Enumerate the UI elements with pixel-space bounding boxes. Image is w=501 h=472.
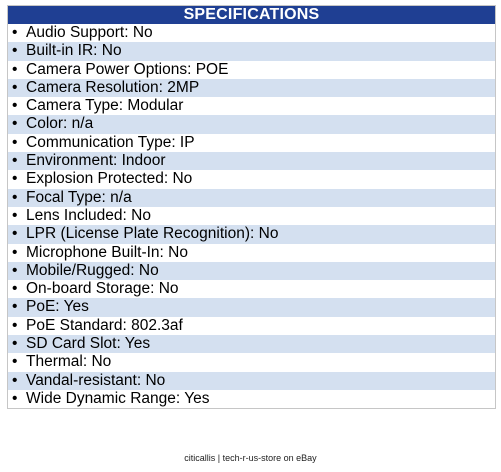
- spec-text: Environment: Indoor: [26, 152, 166, 170]
- spec-text: Wide Dynamic Range: Yes: [26, 389, 210, 407]
- bullet-icon: •: [12, 280, 18, 298]
- spec-row: • LPR (License Plate Recognition): No: [8, 225, 495, 244]
- bullet-icon: •: [12, 389, 18, 407]
- spec-row: • Lens Included: No: [8, 206, 495, 226]
- spec-row: • Camera Power Options: POE: [8, 60, 495, 79]
- spec-text: Lens Included: No: [26, 206, 151, 224]
- spec-text: Camera Resolution: 2MP: [26, 78, 200, 96]
- spec-row: • Camera Resolution: 2MP: [8, 78, 495, 98]
- spec-row: • Communication Type: IP: [8, 133, 495, 153]
- bullet-icon: •: [12, 133, 18, 151]
- spec-row: • Focal Type: n/a: [8, 188, 495, 207]
- spec-text: Microphone Built-In: No: [26, 243, 188, 261]
- bullet-icon: •: [12, 353, 18, 371]
- bullet-icon: •: [12, 243, 18, 261]
- spec-text: Communication Type: IP: [26, 133, 195, 151]
- bullet-icon: •: [12, 152, 18, 170]
- bullet-icon: •: [12, 371, 18, 389]
- spec-text: Thermal: No: [26, 353, 112, 371]
- spec-text: LPR (License Plate Recognition): No: [26, 225, 279, 243]
- spec-row: • Color: n/a: [8, 115, 495, 134]
- bullet-icon: •: [12, 170, 18, 188]
- spec-row: • Vandal-resistant: No: [8, 371, 495, 390]
- spec-text: Focal Type: n/a: [26, 188, 132, 206]
- spec-row: • PoE Standard: 802.3af: [8, 316, 495, 336]
- spec-text: PoE: Yes: [26, 298, 89, 316]
- specifications-header: SPECIFICATIONS: [8, 6, 495, 24]
- bullet-icon: •: [12, 206, 18, 224]
- spec-list: • Audio Support: No • Built-in IR: No • Camer…: [8, 24, 495, 409]
- spec-text: Built-in IR: No: [26, 42, 122, 60]
- bullet-icon: •: [12, 335, 18, 353]
- bullet-icon: •: [12, 78, 18, 96]
- spec-row: • Thermal: No: [8, 353, 495, 372]
- specifications-table: SPECIFICATIONS • Audio Support: No • Built-…: [7, 5, 496, 410]
- spec-text: PoE Standard: 802.3af: [26, 316, 183, 334]
- spec-row: • On-board Storage: No: [8, 280, 495, 299]
- bullet-icon: •: [12, 188, 18, 206]
- bullet-icon: •: [12, 97, 18, 115]
- bullet-icon: •: [12, 225, 18, 243]
- spec-row: • Mobile/Rugged: No: [8, 261, 495, 281]
- bullet-icon: •: [12, 115, 18, 133]
- spec-row: • SD Card Slot: Yes: [8, 335, 495, 354]
- bullet-icon: •: [12, 298, 18, 316]
- spec-row: • Microphone Built-In: No: [8, 243, 495, 262]
- spec-row: • Environment: Indoor: [8, 152, 495, 171]
- spec-row: • PoE: Yes: [8, 298, 495, 317]
- spec-row: • Camera Type: Modular: [8, 97, 495, 116]
- spec-row: • Explosion Protected: No: [8, 170, 495, 189]
- spec-text: Audio Support: No: [26, 24, 153, 41]
- spec-text: On-board Storage: No: [26, 280, 179, 298]
- bullet-icon: •: [12, 42, 18, 60]
- spec-text: Camera Power Options: POE: [26, 60, 229, 78]
- spec-text: Camera Type: Modular: [26, 97, 184, 115]
- spec-text: Color: n/a: [26, 115, 94, 133]
- bullet-icon: •: [12, 316, 18, 334]
- spec-text: Vandal-resistant: No: [26, 371, 166, 389]
- spec-text: SD Card Slot: Yes: [26, 335, 151, 353]
- spec-text: Mobile/Rugged: No: [26, 261, 159, 279]
- spec-text: Explosion Protected: No: [26, 170, 193, 188]
- footer-credit: citicallis | tech-r-us-store on eBay: [184, 453, 317, 463]
- bullet-icon: •: [12, 60, 18, 78]
- spec-row: • Audio Support: No: [8, 24, 495, 43]
- bullet-icon: •: [12, 261, 18, 279]
- spec-row: • Built-in IR: No: [8, 42, 495, 61]
- spec-row: • Wide Dynamic Range: Yes: [8, 389, 495, 409]
- bullet-icon: •: [12, 24, 18, 41]
